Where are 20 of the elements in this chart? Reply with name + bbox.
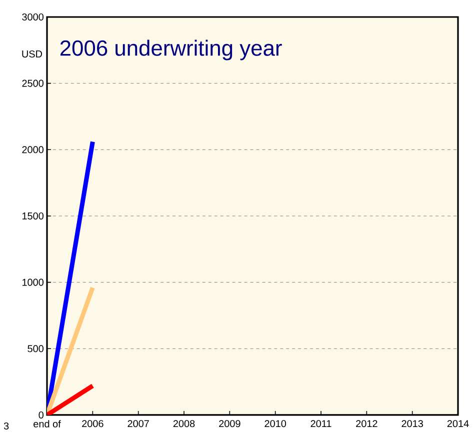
x-tick-label: 2012 [356, 420, 378, 428]
x-tick-label: end of [34, 420, 61, 428]
y-tick-label: 0 [38, 411, 44, 419]
x-tick-label: 2013 [402, 420, 423, 428]
y-tick-label: 3000 [22, 13, 44, 21]
y-tick-label: 2000 [22, 146, 44, 154]
x-tick-label: 2010 [264, 420, 286, 428]
x-tick-label: 2007 [128, 420, 149, 428]
text: 2006 underwriting year [60, 40, 282, 60]
y-tick-label: 1500 [22, 212, 44, 220]
y-tick-label: 500 [28, 345, 44, 352]
y-axis-title: USD [22, 50, 42, 58]
x-tick-label: 2011 [310, 420, 332, 428]
x-tick-label: 2014 [447, 420, 469, 428]
text: 3 [4, 422, 9, 430]
y-tick-label: 2500 [22, 80, 44, 87]
x-tick-label: 2008 [173, 420, 195, 428]
x-tick-label: 2009 [219, 420, 240, 428]
x-tick-label: 2006 [82, 420, 104, 428]
y-tick-label: 1000 [22, 278, 44, 286]
